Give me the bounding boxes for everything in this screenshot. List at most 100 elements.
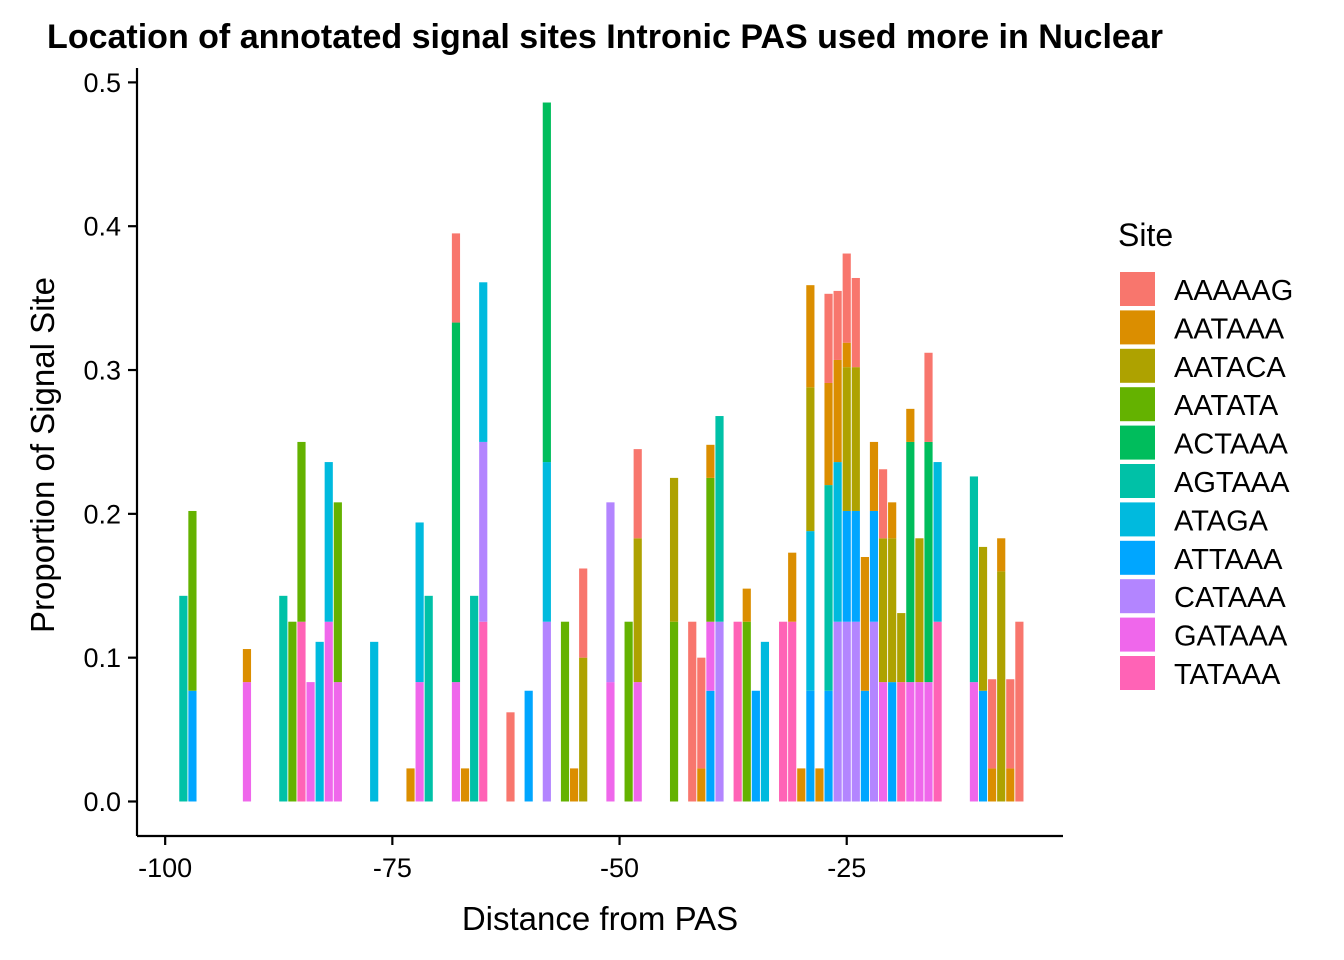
bar-segment-aaaaag: [851, 277, 860, 368]
bar-segment-aataaa: [833, 359, 842, 463]
legend-label-cataaa: CATAAA: [1174, 582, 1286, 614]
bar-segment-gataaa: [415, 682, 424, 802]
bar-segment-aaaaag: [833, 290, 842, 360]
bar-segment-gataaa: [906, 682, 915, 802]
bar-segment-aataaa: [742, 588, 751, 622]
bar-segment-tataaa: [297, 621, 306, 802]
bar-segment-aataca: [897, 613, 906, 683]
bar-segment-aataaa: [806, 285, 815, 388]
bar-segment-aataaa: [406, 768, 415, 802]
bar-segment-gataaa: [633, 682, 642, 802]
bar-segment-ataga: [315, 641, 324, 802]
bar-segment-aataca: [806, 387, 815, 532]
bar-segment-aatata: [188, 510, 197, 691]
bar-segment-aataaa: [242, 649, 252, 683]
y-tick-label: 0.5: [83, 68, 121, 98]
bar-segment-aaaaag: [1015, 621, 1024, 802]
bar-segment-cataaa: [833, 621, 842, 802]
y-tick-label: 0.1: [83, 643, 121, 673]
legend-key-tataaa: [1120, 656, 1155, 690]
bar-segment-ataga: [324, 462, 333, 622]
bar-segment-ataga: [760, 641, 770, 802]
bar-segment-agtaaa: [179, 595, 188, 802]
bar-segment-agtaaa: [279, 595, 288, 802]
bar-segment-aataaa: [797, 768, 806, 802]
bar-segment-aataaa: [869, 441, 879, 511]
bar-segment-attaaa: [869, 510, 879, 622]
chart-title: Location of annotated signal sites Intro…: [47, 18, 1163, 56]
bar-segment-gataaa: [333, 682, 342, 802]
bar-segment-aataaa: [815, 768, 824, 802]
legend-key-gataaa: [1120, 617, 1155, 652]
bar-segment-agtaaa: [424, 595, 433, 802]
x-tick-label: -50: [600, 853, 639, 883]
x-ticks: -100 -75 -50 -25: [138, 836, 866, 883]
bar-segment-aataaa: [988, 768, 997, 802]
bar-segment-aaaaag: [579, 568, 588, 658]
bar-segment-agtaaa: [824, 485, 833, 691]
bar-segment-aataca: [997, 571, 1006, 802]
bar-segment-gataaa: [969, 682, 979, 802]
bar-segment-aataaa: [860, 556, 869, 691]
bar-segment-aatata: [333, 502, 342, 683]
bar-segment-aaaaag: [451, 233, 461, 323]
bar-segment-attaaa: [978, 690, 988, 802]
bar-segment-ataga: [806, 531, 815, 691]
bar-segment-ataga: [542, 462, 551, 622]
legend-label-ataga: ATAGA: [1174, 505, 1269, 537]
axes-layer: [135, 68, 1063, 838]
bar-segment-aataaa: [460, 768, 470, 802]
y-tick-label: 0.0: [83, 787, 121, 817]
bar-segment-cataaa: [869, 621, 879, 802]
bar-segment-tataaa: [897, 682, 906, 802]
bar-segment-actaaa: [451, 322, 461, 683]
legend-key-aataca: [1120, 348, 1155, 383]
bar-segment-cataaa: [479, 441, 488, 622]
bar-segment-aataaa: [706, 444, 715, 478]
bar-segment-cataaa: [842, 621, 851, 802]
bar-segment-tataaa: [933, 621, 942, 802]
bar-segment-ataga: [415, 522, 424, 683]
y-axis-title: Proportion of Signal Site: [24, 277, 61, 633]
legend-label-actaaa: ACTAAA: [1174, 429, 1289, 461]
bar-segment-aaaaag: [824, 293, 833, 383]
bar-segment-agtaaa: [969, 476, 979, 683]
bar-segment-attaaa: [842, 510, 851, 622]
bar-segment-aataaa: [824, 382, 833, 486]
x-tick-label: -25: [827, 853, 866, 883]
bar-segment-actaaa: [542, 102, 551, 463]
legend-key-attaaa: [1120, 540, 1155, 575]
bar-segment-attaaa: [824, 690, 833, 802]
bar-segment-attaaa: [524, 690, 533, 802]
bar-segment-cataaa: [715, 621, 724, 802]
bar-segment-cataaa: [851, 621, 860, 802]
bar-segment-aaaaag: [688, 621, 697, 802]
bar-segment-aataaa: [997, 538, 1006, 572]
bar-segment-aaaaag: [1006, 679, 1015, 769]
bar-segment-ataga: [479, 282, 488, 442]
bar-segment-gataaa: [306, 682, 315, 802]
bar-segment-aataaa: [906, 408, 915, 442]
y-tick-label: 0.3: [83, 356, 121, 386]
bar-segment-aataca: [842, 367, 851, 511]
bar-segment-cataaa: [606, 502, 615, 683]
legend-title: Site: [1118, 217, 1173, 253]
bar-segment-gataaa: [706, 621, 715, 691]
bar-segment-attaaa: [706, 690, 715, 802]
bar-segment-attaaa: [751, 690, 760, 802]
bar-segment-attaaa: [888, 682, 897, 802]
bar-segment-aataca: [633, 538, 642, 683]
bar-segment-tataaa: [779, 621, 788, 802]
bar-segment-aaaaag: [988, 679, 997, 769]
legend-label-gataaa: GATAAA: [1174, 621, 1288, 653]
bar-segment-aataaa: [788, 552, 797, 622]
bar-segment-aataca: [579, 657, 588, 802]
legend-key-ataga: [1120, 502, 1155, 537]
bar-segment-gataaa: [451, 682, 461, 802]
legend-label-agtaaa: AGTAAA: [1174, 467, 1290, 499]
bar-segment-aatata: [706, 477, 715, 622]
bar-segment-agtaaa: [715, 416, 724, 622]
bar-segment-actaaa: [924, 441, 933, 683]
bar-segment-aataca: [888, 538, 897, 683]
bar-segment-ataga: [370, 641, 379, 802]
